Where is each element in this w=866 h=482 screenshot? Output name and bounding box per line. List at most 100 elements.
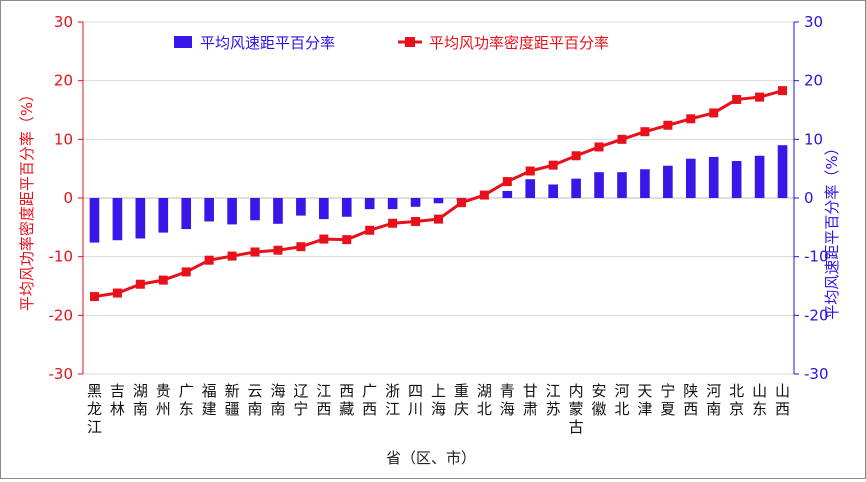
- bar: [525, 179, 536, 198]
- line-point: [204, 255, 214, 265]
- line-point: [594, 142, 604, 152]
- category-label: 黑龙江: [87, 382, 102, 436]
- bar: [250, 198, 260, 221]
- category-label: 江苏: [546, 382, 561, 418]
- category-label: 海南: [270, 382, 285, 418]
- bar: [502, 190, 513, 198]
- bar: [663, 165, 673, 198]
- category-label: 河南: [706, 382, 721, 418]
- category-labels: 黑龙江吉林湖南贵州广东福建新疆云南海南辽宁江西西藏广西浙江四川上海重庆湖北青海甘…: [87, 382, 790, 436]
- category-label: 四川: [408, 382, 423, 418]
- category-label: 云南: [248, 382, 263, 418]
- line-point: [388, 218, 398, 228]
- y-right-tick-label: 20: [804, 72, 823, 90]
- category-label: 西藏: [339, 382, 354, 418]
- x-axis-label: 省（区、市）: [386, 449, 476, 467]
- line-point: [732, 94, 742, 104]
- category-label: 福建: [202, 382, 217, 418]
- line-point: [755, 92, 765, 102]
- y-left-tick-label: 10: [54, 130, 73, 148]
- category-label: 陕西: [683, 382, 698, 418]
- category-label: 河北: [614, 382, 629, 418]
- line-point: [709, 108, 719, 118]
- category-label: 湖北: [477, 382, 492, 418]
- category-label: 江西: [316, 382, 331, 418]
- bar: [387, 198, 398, 210]
- y-left-tick-label: 20: [54, 72, 73, 90]
- bar: [548, 184, 558, 198]
- category-label: 广西: [362, 382, 377, 418]
- line-point: [640, 127, 650, 137]
- line-point: [319, 234, 329, 244]
- line-path: [94, 89, 783, 299]
- category-label: 浙江: [385, 382, 400, 418]
- tick-labels: 30 20 10 0 -10 -20 -30 30 20 10 0 -10 -20 -30: [49, 13, 829, 383]
- line-point: [250, 247, 260, 257]
- bar: [227, 198, 237, 225]
- category-label: 吉林: [110, 382, 125, 418]
- line-point: [502, 177, 512, 187]
- category-label: 山西: [775, 382, 790, 418]
- line-point: [778, 86, 788, 96]
- axes: [78, 21, 799, 375]
- bar: [319, 198, 329, 220]
- y-left-tick-label: -20: [49, 306, 74, 324]
- category-label: 广东: [179, 382, 194, 418]
- line-point: [158, 275, 168, 285]
- category-label: 新疆: [225, 382, 240, 418]
- legend-label-line: 平均风功率密度距平百分率: [429, 34, 609, 52]
- category-label: 辽宁: [293, 382, 308, 418]
- bar: [181, 198, 192, 230]
- line-point: [571, 151, 581, 161]
- y-right-tick-label: -10: [804, 248, 829, 266]
- legend: 平均风速距平百分率 平均风功率密度距平百分率: [174, 34, 609, 52]
- y-left-tick-label: 0: [63, 189, 73, 207]
- category-label: 湖南: [133, 382, 148, 418]
- line-point: [479, 190, 489, 200]
- category-label: 内蒙古: [569, 382, 584, 436]
- bar: [594, 172, 604, 198]
- y-axis-right-label: 平均风速距平百分率（%）: [823, 140, 841, 319]
- category-label: 上海: [431, 382, 446, 418]
- bar: [777, 145, 788, 198]
- bar: [112, 198, 123, 241]
- bar-series: [89, 145, 788, 243]
- legend-swatch-bar: [174, 36, 192, 48]
- line-point: [525, 166, 535, 176]
- category-label: 山东: [752, 382, 767, 418]
- line-point: [686, 114, 696, 124]
- line-point: [296, 242, 306, 252]
- bar: [731, 161, 742, 198]
- y-left-tick-label: 30: [54, 13, 73, 31]
- bar: [433, 198, 444, 204]
- line-point: [456, 198, 466, 208]
- bar: [158, 198, 169, 233]
- line-point: [227, 251, 237, 261]
- y-right-tick-label: 10: [804, 130, 823, 148]
- line-point: [135, 279, 145, 289]
- category-label: 贵州: [156, 382, 171, 418]
- line-point: [89, 292, 99, 302]
- bar: [364, 198, 375, 210]
- bar: [708, 156, 719, 198]
- bar: [273, 198, 283, 224]
- y-right-tick-label: 30: [804, 13, 823, 31]
- y-right-tick-label: -30: [804, 365, 829, 383]
- y-right-tick-label: 0: [804, 189, 814, 207]
- category-label: 重庆: [454, 382, 469, 418]
- line-point: [181, 267, 191, 277]
- y-right-tick-label: -20: [804, 306, 829, 324]
- category-label: 甘肃: [523, 382, 538, 418]
- line-point: [112, 288, 122, 298]
- line-point: [365, 225, 375, 235]
- line-point: [411, 216, 421, 226]
- bar: [341, 198, 352, 217]
- bar: [571, 178, 581, 198]
- y-axis-left-label: 平均风功率密度距平百分率（%）: [18, 87, 36, 311]
- bar: [410, 198, 421, 207]
- line-series: [89, 86, 788, 302]
- category-label: 青海: [500, 382, 515, 418]
- bar: [640, 169, 650, 198]
